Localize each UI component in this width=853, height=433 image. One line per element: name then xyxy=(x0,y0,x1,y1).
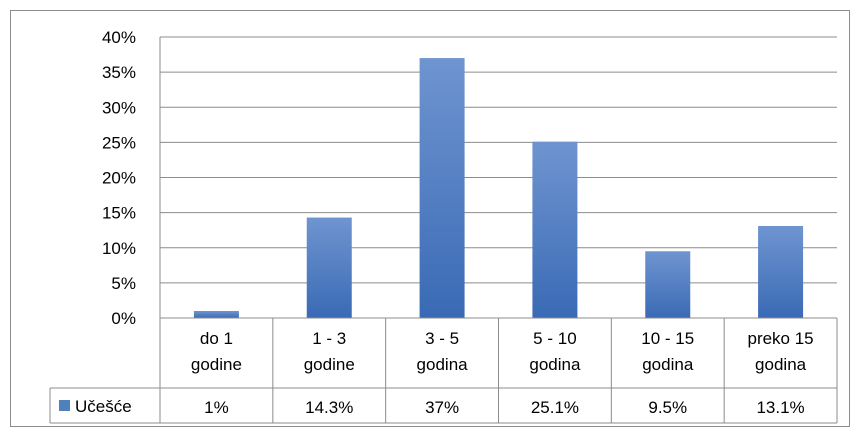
category-label: godina xyxy=(417,355,469,374)
table-value: 25.1% xyxy=(531,398,579,417)
category-label: godina xyxy=(529,355,581,374)
category-label: preko 15 xyxy=(747,329,813,348)
category-label: 1 - 3 xyxy=(312,329,346,348)
bar xyxy=(419,58,465,318)
bar xyxy=(758,225,804,318)
category-label: 3 - 5 xyxy=(425,329,459,348)
category-label: godine xyxy=(304,355,355,374)
y-tick-label: 35% xyxy=(102,63,136,82)
y-tick-label: 25% xyxy=(102,133,136,152)
table-value: 14.3% xyxy=(305,398,353,417)
y-tick-label: 40% xyxy=(102,28,136,47)
y-axis: 0% 5% 10% 15% 20% 25% 30% 35% 40% xyxy=(102,28,161,423)
category-label: 5 - 10 xyxy=(533,329,576,348)
category-label: godina xyxy=(642,355,694,374)
data-table: do 1 godine 1 - 3 godine 3 - 5 godina 5 - 10 go… xyxy=(49,317,838,424)
bar xyxy=(306,217,352,318)
bars xyxy=(193,58,804,318)
table-value: 37% xyxy=(425,398,459,417)
y-tick-label: 5% xyxy=(111,274,136,293)
bar xyxy=(532,141,578,318)
y-tick-label: 10% xyxy=(102,239,136,258)
y-tick-label: 15% xyxy=(102,204,136,223)
category-label: do 1 xyxy=(200,329,233,348)
category-label: godina xyxy=(755,355,807,374)
category-label: godine xyxy=(191,355,242,374)
y-tick-label: 30% xyxy=(102,98,136,117)
gridlines xyxy=(160,36,837,284)
table-value: 13.1% xyxy=(756,398,804,417)
bar xyxy=(193,310,239,318)
legend-label: Učešće xyxy=(75,397,132,416)
table-value: 9.5% xyxy=(648,398,687,417)
bar xyxy=(645,251,691,318)
y-tick-label: 20% xyxy=(102,169,136,188)
category-label: 10 - 15 xyxy=(641,329,694,348)
legend-swatch xyxy=(59,400,70,411)
y-tick-label: 0% xyxy=(111,309,136,328)
table-value: 1% xyxy=(204,398,229,417)
